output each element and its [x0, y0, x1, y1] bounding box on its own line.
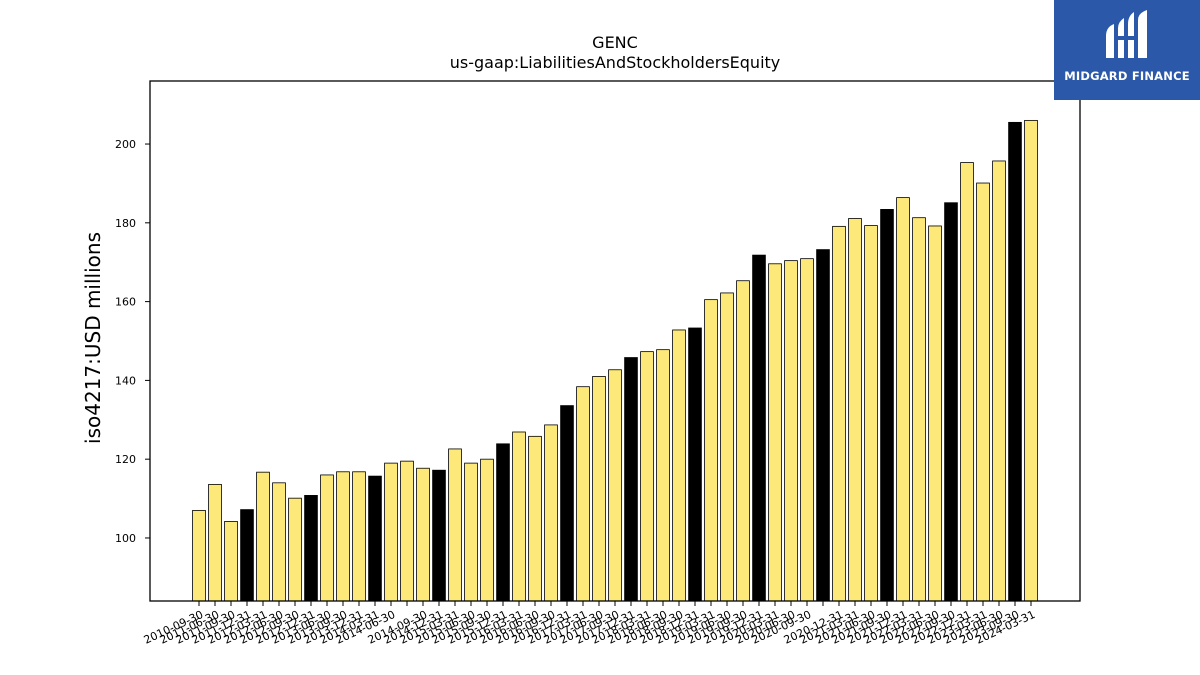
bar — [208, 483, 222, 602]
bar — [416, 467, 430, 602]
bar — [384, 462, 398, 602]
bar — [528, 435, 542, 602]
bar — [688, 327, 702, 602]
y-tick-label: 180 — [115, 217, 136, 230]
y-tick-label: 160 — [115, 296, 136, 309]
bar — [960, 162, 974, 602]
bar — [544, 424, 558, 602]
bar — [272, 482, 286, 602]
y-tick-label: 200 — [115, 138, 136, 151]
bar — [192, 509, 206, 602]
bar — [864, 225, 878, 602]
bar — [320, 474, 334, 602]
bar — [464, 462, 478, 602]
bar — [672, 329, 686, 602]
bars-group — [192, 119, 1038, 602]
y-tick-label: 120 — [115, 453, 136, 466]
bar — [880, 209, 894, 602]
x-axis: 2010-09-302011-06-302011-09-302011-12-31… — [142, 601, 1037, 647]
bar — [608, 369, 622, 602]
bar — [816, 249, 830, 602]
bar — [1024, 119, 1038, 602]
bar — [352, 471, 366, 602]
bar — [288, 497, 302, 602]
bar — [224, 521, 238, 602]
chart-title: GENC — [592, 33, 638, 52]
bar — [848, 218, 862, 602]
bar — [432, 469, 446, 602]
y-axis-label: iso4217:USD millions — [81, 232, 105, 444]
bar — [400, 460, 414, 602]
bar — [256, 471, 270, 602]
bar — [560, 405, 574, 602]
y-tick-label: 140 — [115, 374, 136, 387]
bar — [576, 386, 590, 602]
bar — [448, 448, 462, 602]
bar — [304, 495, 318, 602]
bar — [976, 182, 990, 602]
bar — [736, 280, 750, 602]
bar — [912, 217, 926, 602]
bar — [752, 254, 766, 602]
bar — [624, 357, 638, 602]
bar — [928, 225, 942, 602]
bar — [784, 260, 798, 602]
bar — [720, 292, 734, 602]
bar — [336, 471, 350, 602]
bar — [944, 202, 958, 602]
bar — [704, 299, 718, 602]
y-axis: 100 120 140 160 180 200 — [115, 138, 150, 545]
bar — [480, 458, 494, 602]
bar — [1008, 121, 1022, 602]
chart-subtitle: us-gaap:LiabilitiesAndStockholdersEquity — [449, 53, 781, 72]
bar — [496, 443, 510, 602]
logo-mark-icon — [1106, 10, 1147, 58]
y-tick-label: 100 — [115, 532, 136, 545]
midgard-finance-logo: MIDGARD FINANCE — [1054, 0, 1200, 100]
bar — [832, 225, 846, 602]
bar — [896, 197, 910, 602]
bar — [640, 351, 654, 602]
bar — [800, 258, 814, 602]
bar — [592, 376, 606, 602]
bar — [240, 509, 254, 602]
bar — [368, 475, 382, 602]
logo-text: MIDGARD FINANCE — [1064, 69, 1190, 83]
bar — [512, 431, 526, 602]
bar — [768, 263, 782, 602]
bar — [992, 160, 1006, 602]
bar — [656, 349, 670, 602]
